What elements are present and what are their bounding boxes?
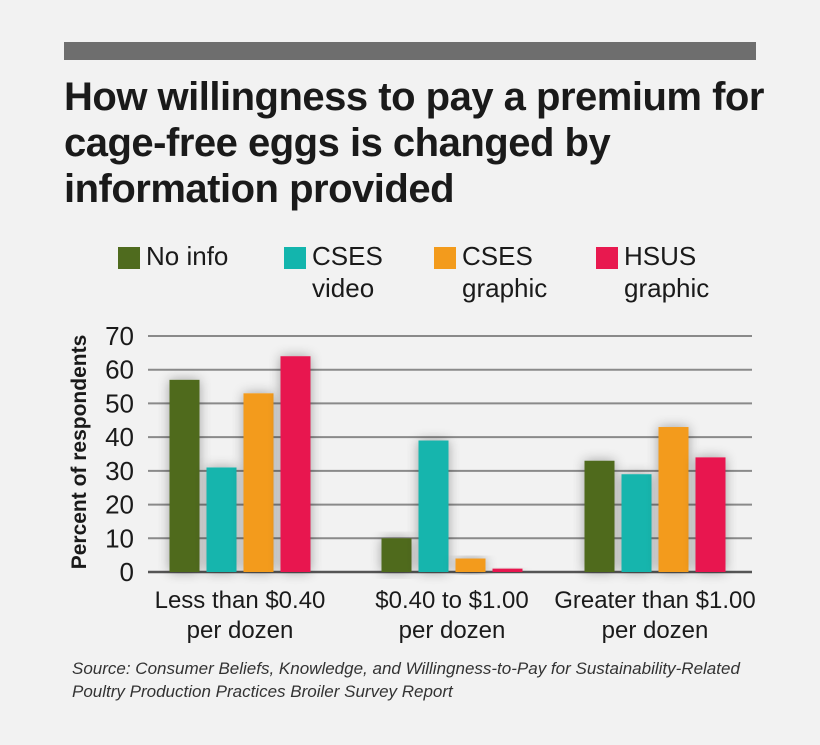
- x-category-label: Greater than $1.00 per dozen: [554, 587, 755, 644]
- legend-swatch-cses-graphic: [434, 247, 456, 269]
- legend-swatch-no-info: [118, 247, 140, 269]
- legend-item-cses-video: CSES video: [284, 240, 383, 304]
- bar-no-info-0: [169, 379, 200, 572]
- y-tick-label: 0: [120, 557, 134, 587]
- x-category-label: $0.40 to $1.00 per dozen: [375, 587, 528, 644]
- y-tick-label: 40: [105, 422, 134, 452]
- legend-item-cses-graphic: CSES graphic: [434, 240, 547, 304]
- y-tick-label: 30: [105, 456, 134, 486]
- legend-label-hsus-graphic: HSUS graphic: [624, 241, 710, 303]
- legend-label-no-info: No info: [146, 241, 229, 271]
- y-tick-label: 10: [105, 523, 134, 553]
- bar-hsus-graphic-0: [280, 356, 311, 572]
- legend-label-cses-graphic: CSES graphic: [462, 241, 548, 303]
- legend-label-cses-video: CSES video: [312, 241, 383, 303]
- y-tick-label: 50: [105, 388, 134, 418]
- y-tick-label: 60: [105, 355, 134, 385]
- chart-title: How willingness to pay a premium for cag…: [64, 75, 764, 211]
- y-tick-label: 20: [105, 490, 134, 520]
- x-category-labels: Less than $0.40 per dozen $0.40 to $1.00 pe…: [155, 587, 756, 644]
- top-bar: [64, 42, 756, 60]
- y-tick-label: 70: [105, 321, 134, 351]
- bar-no-info-1: [381, 538, 412, 572]
- bars: [169, 356, 726, 572]
- bar-cses-video-1: [418, 440, 449, 572]
- legend-swatch-hsus-graphic: [596, 247, 618, 269]
- bar-no-info-2: [584, 460, 615, 572]
- source-note: Source: Consumer Beliefs, Knowledge, and…: [72, 659, 740, 701]
- bar-cses-video-2: [621, 474, 652, 572]
- x-category-label: Less than $0.40 per dozen: [155, 587, 326, 644]
- bar-cses-graphic-2: [658, 427, 689, 572]
- legend-item-no-info: No info: [118, 240, 228, 272]
- bar-cses-video-0: [206, 467, 237, 572]
- legend-item-hsus-graphic: HSUS graphic: [596, 240, 709, 304]
- bar-cses-graphic-1: [455, 558, 486, 572]
- y-axis-label: Percent of respondents: [68, 335, 91, 570]
- bar-cses-graphic-0: [243, 393, 274, 572]
- legend-swatch-cses-video: [284, 247, 306, 269]
- legend: No info CSES video CSES graphic HSUS gra…: [0, 240, 820, 310]
- bar-hsus-graphic-1: [492, 568, 523, 572]
- bar-hsus-graphic-2: [695, 457, 726, 572]
